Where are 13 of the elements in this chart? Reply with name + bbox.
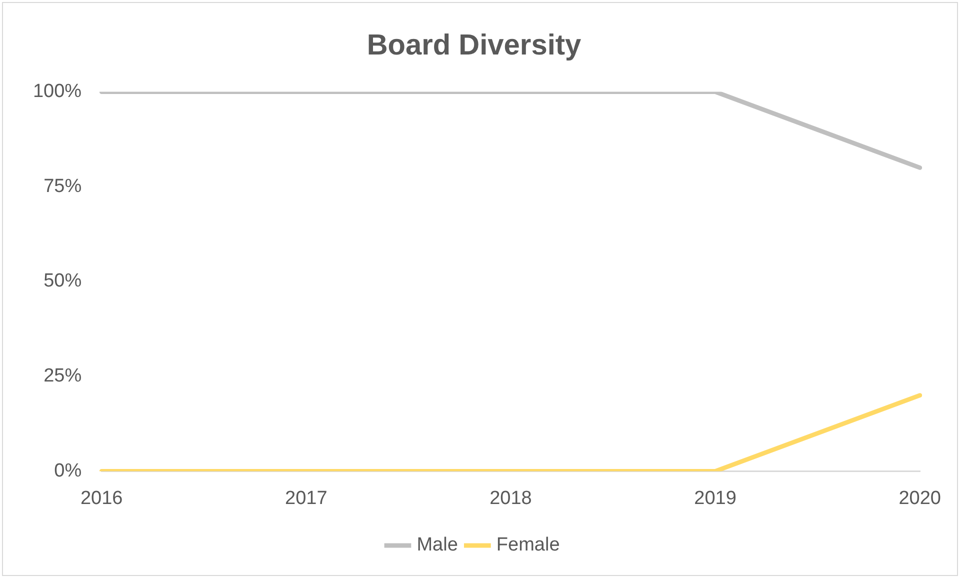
chart-title: Board Diversity (366, 29, 582, 62)
y-tick-label: 50% (44, 270, 82, 292)
x-tick-label: 2017 (285, 488, 328, 509)
x-tick-label: 2020 (898, 488, 942, 509)
x-tick-label: 2019 (694, 488, 736, 509)
y-tick-label: 25% (44, 366, 82, 387)
x-tick-label: 2018 (490, 488, 532, 509)
x-tick-label: 2016 (80, 488, 123, 509)
legend-label: Male (416, 534, 458, 556)
y-tick-label: 100% (32, 81, 82, 102)
y-tick-label: 0% (54, 460, 82, 482)
y-tick-label: 75% (44, 176, 82, 197)
legend-label: Female (496, 534, 560, 556)
